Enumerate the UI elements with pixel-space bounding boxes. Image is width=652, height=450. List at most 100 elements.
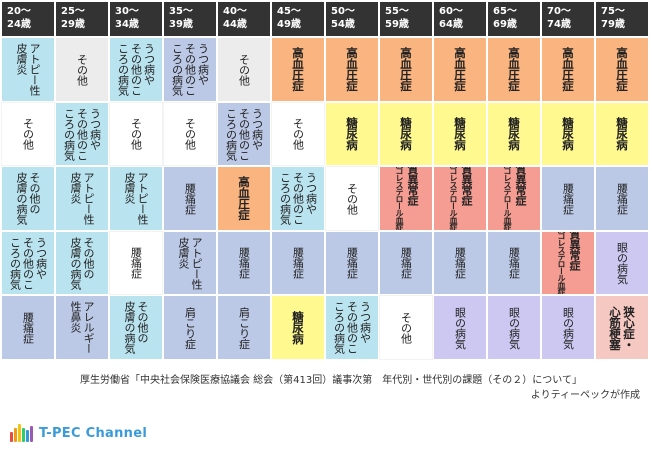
disease-cell: 腰痛症 (326, 231, 378, 295)
disease-cell: その他 (218, 38, 270, 101)
disease-cell: 腰痛症 (109, 230, 163, 296)
disease-label: うつ病や その他のこ ころの病気 (332, 301, 372, 354)
disease-label: うつ病や その他のこ ころの病気 (62, 107, 102, 161)
age-header: 45～ 49歳 (272, 2, 324, 36)
disease-cell: うつ病や その他のこ ころの病気 (218, 102, 270, 166)
age-header: 40～ 44歳 (218, 2, 270, 36)
disease-cell: 脂質異常症 （高コレステロール血症等） (542, 231, 594, 295)
disease-label: 高血圧症 (453, 47, 467, 92)
disease-cell: 眼の病気 (434, 296, 486, 359)
disease-label: その他 (237, 53, 251, 86)
disease-label: 高血圧症 (615, 47, 629, 92)
age-header: 60～ 64歳 (434, 2, 486, 36)
disease-label: その他 (291, 118, 305, 150)
disease-label: その他 (129, 118, 143, 150)
disease-cell: 高血圧症 (596, 38, 648, 101)
age-header: 20～ 24歳 (2, 2, 54, 36)
disease-label-main: 脂質異常症 (406, 167, 419, 206)
disease-cell: うつ病や その他のこ ころの病気 (326, 296, 378, 359)
disease-cell: その他 (1, 101, 55, 167)
disease-label: 肩こり症 (237, 306, 251, 349)
disease-cell: その他 (56, 38, 108, 101)
disease-label: 脂質異常症 （高コレステロール血症等） (555, 232, 581, 295)
disease-cell: アトピー性 皮膚炎 (2, 38, 54, 101)
disease-label: 腰痛症 (615, 182, 629, 215)
disease-label: 腰痛症 (129, 247, 143, 279)
disease-cell: アトピー性 皮膚炎 (110, 167, 162, 230)
age-header: 70～ 74歳 (542, 2, 594, 36)
disease-cell: その他の 皮膚の病気 (56, 231, 108, 295)
disease-cell: その他 (271, 101, 325, 167)
disease-label: 高血圧症 (507, 47, 521, 92)
disease-label: 脂質異常症 （高コレステロール血症等） (447, 167, 473, 230)
disease-label: 腰痛症 (21, 311, 35, 344)
disease-label: アトピー性 皮膚炎 (177, 236, 203, 290)
logo-bar (22, 428, 25, 442)
disease-cell: 眼の病気 (596, 231, 648, 295)
disease-label: 眼の病気 (561, 306, 575, 349)
age-header: 65～ 69歳 (488, 2, 540, 36)
disease-label: 腰痛症 (237, 247, 251, 279)
disease-label: 眼の病気 (507, 306, 521, 349)
disease-cell: うつ病や その他のこ ころの病気 (110, 38, 162, 101)
disease-label: その他の 皮膚の病気 (69, 236, 95, 290)
age-header: 50～ 54歳 (326, 2, 378, 36)
caption-line-2: よりティーペックが作成 (530, 390, 640, 401)
disease-label: アトピー性 皮膚炎 (15, 43, 41, 96)
logo-bar (30, 426, 33, 442)
disease-table: 20～ 24歳 25～ 29歳 30～ 34歳 35～ 39歳 40～ 44歳 45～ 4… (1, 2, 648, 360)
disease-cell: うつ病や その他のこ ころの病気 (164, 38, 216, 101)
disease-cell: うつ病や その他のこ ころの病気 (2, 231, 54, 295)
disease-label-sub: （高コレステロール血症等） (557, 231, 566, 295)
disease-label: その他 (183, 118, 197, 150)
disease-cell: その他の 皮膚の病気 (110, 296, 162, 359)
brand-logo: T-PEC Channel (10, 424, 147, 442)
disease-label: 糖尿病 (561, 117, 575, 151)
disease-label: 糖尿病 (507, 117, 521, 151)
disease-label-sub: （高コレステロール血症等） (395, 167, 404, 230)
disease-label: 糖尿病 (615, 117, 629, 151)
disease-label: 眼の病気 (615, 242, 629, 285)
disease-cell: 糖尿病 (380, 102, 432, 166)
disease-label: その他 (21, 118, 35, 150)
disease-cell: 腰痛症 (272, 231, 324, 295)
disease-label: 狭心症・ 心筋梗塞 (608, 305, 636, 350)
logo-bar (18, 424, 21, 442)
disease-cell: その他 (379, 295, 433, 360)
disease-cell: 腰痛症 (380, 231, 432, 295)
disease-label: その他の 皮膚の病気 (15, 172, 41, 225)
disease-cell: 腰痛症 (164, 167, 216, 230)
disease-cell: アトピー性 皮膚炎 (56, 167, 108, 230)
disease-cell: 眼の病気 (542, 296, 594, 359)
age-header: 25～ 29歳 (56, 2, 108, 36)
disease-cell: 肩こり症 (164, 296, 216, 359)
disease-label: 高血圧症 (561, 47, 575, 92)
disease-cell: 糖尿病 (488, 102, 540, 166)
disease-cell: 高血圧症 (272, 38, 324, 101)
disease-label: その他 (399, 311, 413, 344)
disease-cell: その他 (325, 166, 379, 231)
disease-label: その他 (75, 53, 89, 86)
disease-label: うつ病や その他のこ ころの病気 (224, 107, 264, 161)
disease-label-main: 脂質異常症 (514, 167, 527, 206)
disease-label: 腰痛症 (507, 247, 521, 279)
disease-cell: 糖尿病 (434, 102, 486, 166)
disease-label: アレルギー 性鼻炎 (69, 301, 95, 354)
disease-cell: その他 (109, 101, 163, 167)
age-header: 55～ 59歳 (380, 2, 432, 36)
disease-label-sub: （高コレステロール血症等） (503, 167, 512, 230)
disease-label-sub: （高コレステロール血症等） (449, 167, 458, 230)
disease-cell: 腰痛症 (434, 231, 486, 295)
bar-logo-icon (10, 424, 33, 442)
disease-cell: その他 (163, 101, 217, 167)
age-header: 35～ 39歳 (164, 2, 216, 36)
disease-label: 脂質異常症 （高コレステロール血症等） (393, 167, 419, 230)
disease-cell: 腰痛症 (596, 167, 648, 230)
disease-label: 高血圧症 (237, 176, 251, 221)
disease-cell: うつ病や その他のこ ころの病気 (56, 102, 108, 166)
disease-cell: 腰痛症 (218, 231, 270, 295)
disease-cell: 高血圧症 (488, 38, 540, 101)
disease-cell: 狭心症・ 心筋梗塞 (596, 296, 648, 359)
logo-bar (14, 428, 17, 442)
disease-label: うつ病や その他のこ ころの病気 (116, 43, 156, 96)
